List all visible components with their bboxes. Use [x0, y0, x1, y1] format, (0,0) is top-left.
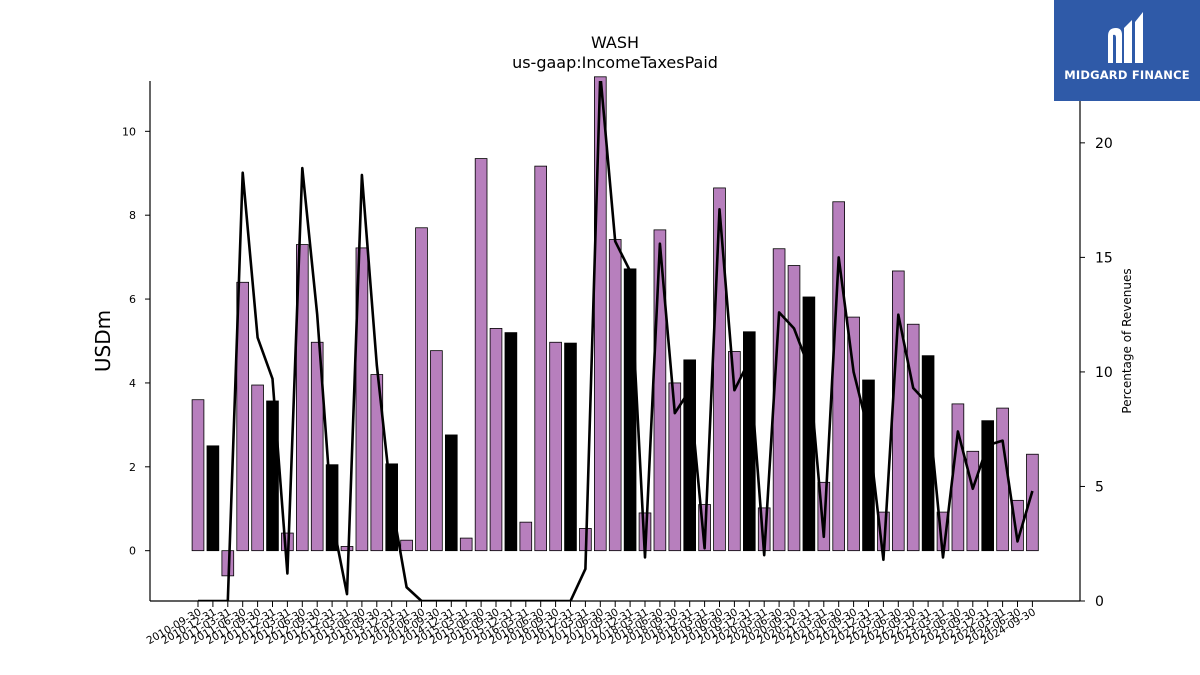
bar: [251, 384, 264, 552]
bar: [608, 239, 622, 552]
bar: [295, 244, 309, 552]
bar: [787, 265, 801, 552]
bar: [489, 328, 503, 552]
bar: [534, 165, 547, 552]
line-group: [198, 81, 1034, 601]
bar: [459, 537, 473, 552]
bar: [668, 382, 682, 552]
y-axis-label: USDm: [91, 310, 115, 372]
bar: [832, 201, 845, 552]
bar: [966, 450, 980, 552]
y-right-tick-label: 10: [1095, 365, 1113, 381]
bar: [355, 247, 369, 552]
bar: [713, 187, 726, 552]
chart-subtitle: us-gaap:IncomeTaxesPaid: [512, 53, 718, 72]
y-tick-label: 6: [129, 293, 136, 306]
bar: [206, 445, 220, 552]
bar: [504, 332, 518, 552]
bar: [430, 350, 443, 552]
bar: [892, 270, 905, 552]
y-tick-label: 10: [122, 125, 136, 138]
bar: [191, 399, 205, 552]
bar: [623, 268, 637, 552]
logo: MIDGARD FINANCE: [1054, 0, 1200, 101]
bar: [400, 539, 413, 552]
series-line: [198, 81, 1034, 601]
bar: [862, 379, 875, 552]
midgard-logo-icon: [1108, 12, 1143, 63]
bar: [906, 323, 920, 552]
y-right-tick-label: 5: [1095, 479, 1104, 495]
bar: [266, 400, 279, 552]
bar: [728, 351, 741, 552]
y-right-tick-label: 15: [1095, 250, 1113, 266]
y-tick-label: 0: [129, 545, 136, 558]
bar: [474, 158, 488, 552]
bar: [519, 521, 533, 552]
bar: [415, 227, 428, 552]
y-right-tick-label: 20: [1095, 136, 1113, 152]
bar: [564, 342, 577, 552]
bar: [310, 341, 324, 552]
y-tick-label: 2: [129, 461, 136, 474]
y-axis-right-label: Percentage of Revenues: [1120, 268, 1134, 413]
bar: [444, 434, 458, 552]
bar: [594, 76, 607, 552]
axes-group: 0246810051015202010-09-302010-12-312011-…: [122, 81, 1113, 647]
bar: [847, 316, 860, 552]
bar: [981, 420, 994, 552]
bar: [996, 407, 1009, 552]
bar: [683, 359, 696, 552]
bar: [340, 546, 354, 552]
bar: [236, 281, 250, 552]
chart-title: WASH: [591, 33, 639, 52]
y-tick-label: 8: [129, 209, 136, 222]
y-tick-label: 4: [129, 377, 136, 390]
logo-text: MIDGARD FINANCE: [1064, 68, 1190, 82]
y-right-tick-label: 0: [1095, 594, 1104, 610]
bar: [549, 341, 562, 552]
bar: [1026, 453, 1039, 552]
